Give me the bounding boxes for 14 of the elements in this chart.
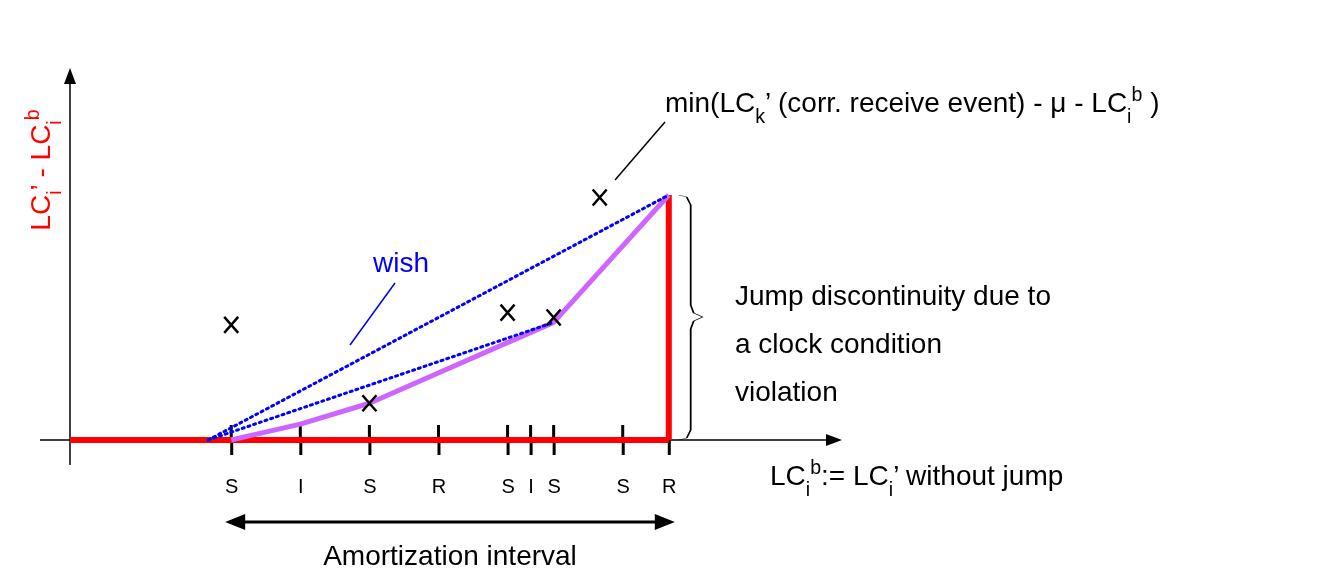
x-tick-label: R <box>431 475 447 498</box>
x-tick-label: S <box>547 475 561 498</box>
x-tick-label: S <box>363 475 377 498</box>
annotation: Jump discontinuity due to a clock condition violation <box>735 280 1051 407</box>
text: min(LC$_{k}$’ (corr. receive event) - μ - LC$_{i}$$^{b}$ ) <box>665 83 1160 127</box>
x-tick-label: R <box>662 475 677 498</box>
x-tick-label: S <box>501 475 515 498</box>
text: Amortization interval <box>323 540 577 571</box>
x-tick-label: S <box>616 475 630 498</box>
x-axis-title: LC$_{i}$$^{b}$:= LC$_{i}$’ without jump <box>770 456 1064 500</box>
x-tick-label: I <box>528 475 534 498</box>
annotation: wish <box>372 247 430 278</box>
x-tick-label: I <box>298 475 304 498</box>
x-tick-label: S <box>225 475 239 498</box>
